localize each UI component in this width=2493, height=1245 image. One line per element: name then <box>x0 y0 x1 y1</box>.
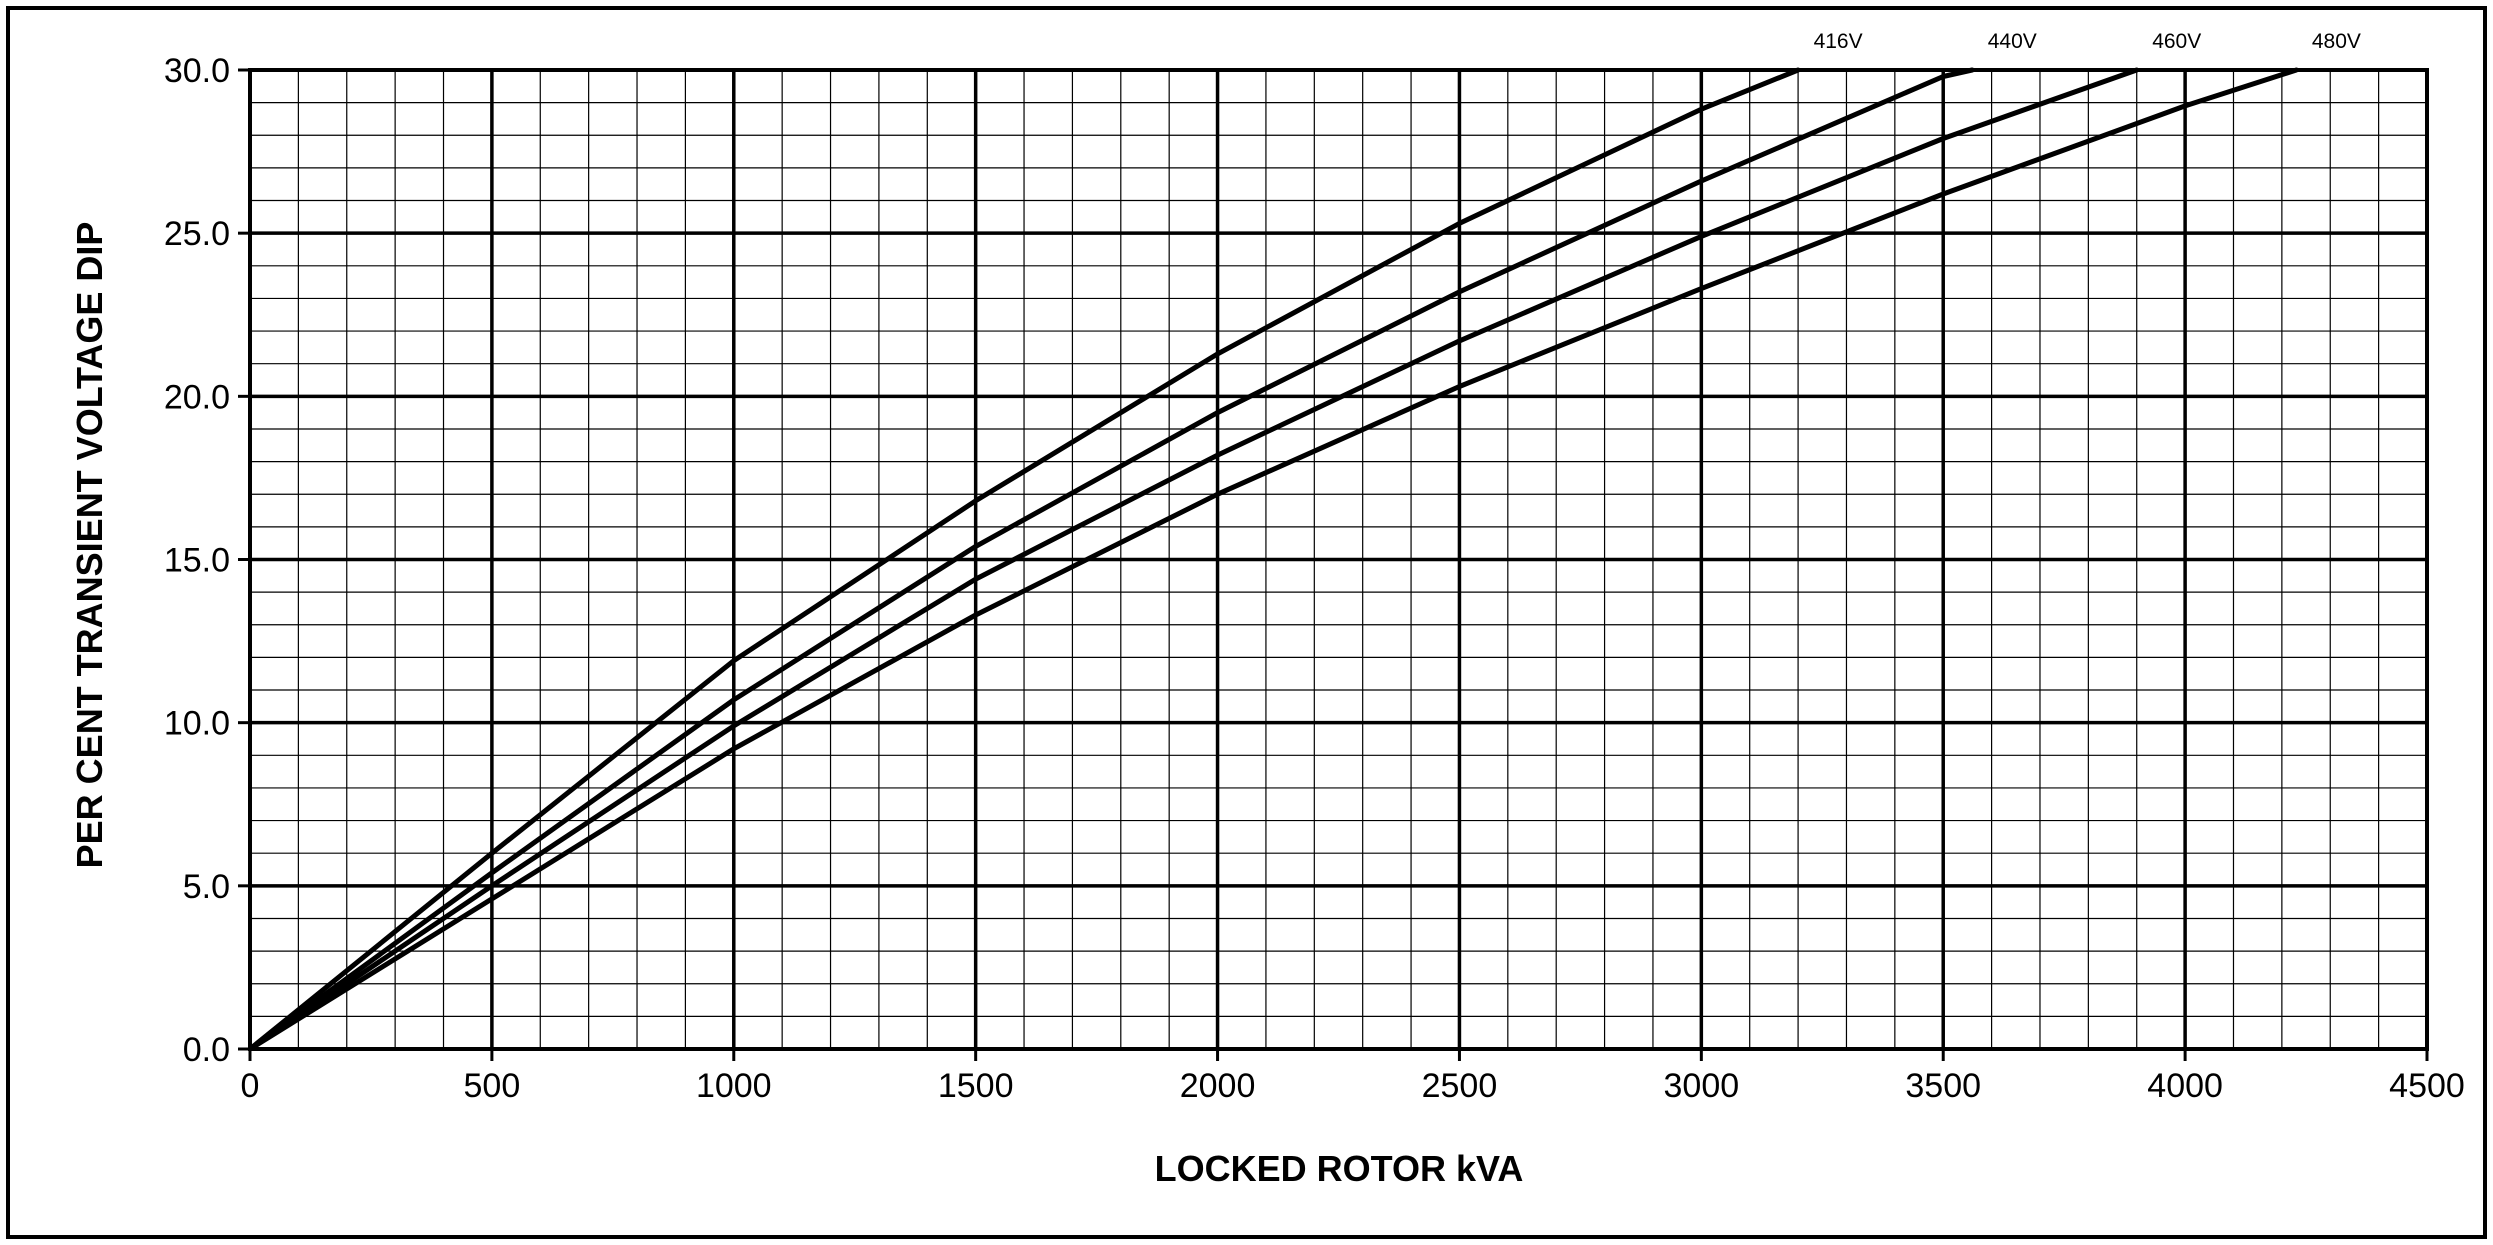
x-axis-tick-labels: 0 500 1000 1500 2000 2500 3000 3500 4000 4500 <box>241 1067 2465 1105</box>
series-line-416v <box>247 67 1801 1052</box>
y-tick-label: 10.0 <box>164 705 230 743</box>
x-tick-label: 1000 <box>696 1067 772 1105</box>
x-tick-label: 3500 <box>1905 1067 1981 1105</box>
x-tick-label: 1500 <box>938 1067 1014 1105</box>
series-line-460v <box>247 67 2140 1052</box>
y-axis-title: PER CENT TRANSIENT VOLTAGE DIP <box>69 222 110 869</box>
y-tick-label: 0.0 <box>183 1031 230 1069</box>
y-axis-tick-labels: 0.0 5.0 10.0 15.0 20.0 25.0 30.0 <box>164 52 230 1069</box>
y-tick-label: 20.0 <box>164 378 230 416</box>
x-tick-label: 500 <box>464 1067 521 1105</box>
x-tick-label: 4000 <box>2147 1067 2223 1105</box>
x-tick-label: 2000 <box>1180 1067 1256 1105</box>
series-label-480v: 480V <box>2312 30 2361 53</box>
x-tick-label: 2500 <box>1422 1067 1498 1105</box>
y-tick-label: 15.0 <box>164 542 230 580</box>
series-line-440v <box>247 67 1975 1052</box>
x-tick-label: 3000 <box>1664 1067 1740 1105</box>
plot-area-border <box>248 68 2429 1051</box>
y-tick-label: 30.0 <box>164 52 230 90</box>
series-end-labels: 416V 440V 460V 480V <box>1814 30 2361 53</box>
series-line-480v <box>247 67 2299 1052</box>
series-label-460v: 460V <box>2152 30 2201 53</box>
series-lines <box>247 67 2299 1052</box>
x-tick-label: 4500 <box>2389 1067 2465 1105</box>
series-label-416v: 416V <box>1814 30 1863 53</box>
y-tick-label: 5.0 <box>183 868 230 906</box>
y-tick-label: 25.0 <box>164 215 230 253</box>
page-border <box>6 6 2487 1239</box>
series-label-440v: 440V <box>1988 30 2037 53</box>
x-tick-label: 0 <box>241 1067 260 1105</box>
x-axis-title: LOCKED ROTOR kVA <box>1155 1148 1524 1189</box>
